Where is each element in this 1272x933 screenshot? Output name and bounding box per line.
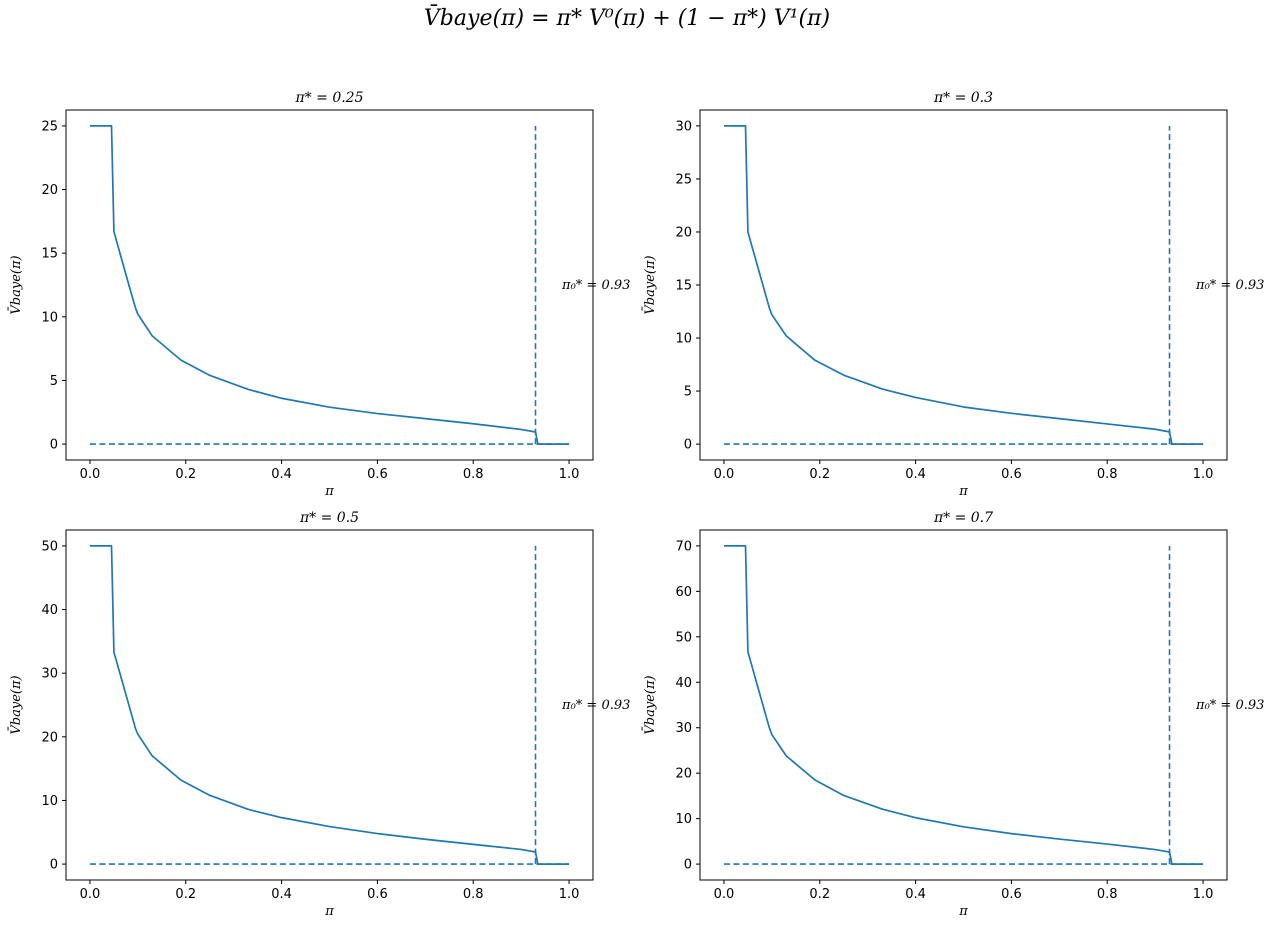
x-tick-label: 0.2: [809, 887, 830, 902]
y-tick-label: 5: [684, 385, 692, 400]
y-tick-label: 70: [675, 539, 692, 554]
y-tick-label: 0: [50, 858, 58, 873]
subplot-pi-star-0-7: π* = 0.7 0.0 0.2 0.4 0.6 0.8 1.0 0 10 20 30 40 50 60 7…: [642, 510, 1265, 919]
y-tick-label: 5: [50, 374, 58, 389]
x-tick-label: 1.0: [1193, 467, 1214, 482]
x-tick-label: 0.2: [175, 467, 196, 482]
subplot-pi-star-0-25: π* = 0.25 0.0 0.2 0.4 0.6 0.8 1.0 0 5 10 15 20 25 π V̄…: [8, 90, 631, 499]
y-tick-label: 40: [41, 603, 58, 618]
x-tick-label: 0.8: [463, 887, 484, 902]
x-tick-label: 0.8: [1097, 887, 1118, 902]
threshold-annotation: π₀* = 0.93: [1195, 698, 1264, 713]
y-tick-label: 15: [675, 279, 692, 294]
y-tick-label: 20: [675, 767, 692, 782]
y-tick-label: 15: [41, 247, 58, 262]
x-tick-label: 1.0: [559, 467, 580, 482]
threshold-annotation: π₀* = 0.93: [561, 278, 630, 293]
x-axis-label: π: [958, 484, 968, 499]
y-tick-label: 10: [41, 794, 58, 809]
y-tick-label: 20: [41, 183, 58, 198]
y-axis-label: V̄baye(π): [642, 255, 658, 314]
x-tick-label: 0.0: [714, 467, 735, 482]
x-tick-label: 0.0: [714, 887, 735, 902]
subplot-title: π* = 0.25: [294, 90, 363, 106]
y-tick-label: 60: [675, 585, 692, 600]
y-tick-label: 50: [41, 539, 58, 554]
x-tick-label: 1.0: [1193, 887, 1214, 902]
x-tick-label: 0.2: [809, 467, 830, 482]
x-axis-label: π: [958, 904, 968, 919]
subplot-title: π* = 0.5: [299, 510, 359, 526]
y-axis-label: V̄baye(π): [642, 675, 658, 734]
x-tick-label: 0.6: [1001, 887, 1022, 902]
subplot-title: π* = 0.7: [933, 510, 993, 526]
y-axis-label: V̄baye(π): [8, 675, 24, 734]
figure-suptitle: V̄baye(π) = π* V⁰(π) + (1 − π*) V¹(π): [423, 6, 831, 31]
series-line: [723, 545, 1204, 865]
x-axis-label: π: [324, 484, 334, 499]
series-line: [723, 125, 1204, 445]
y-tick-label: 10: [675, 332, 692, 347]
x-tick-label: 0.8: [1097, 467, 1118, 482]
threshold-annotation: π₀* = 0.93: [1195, 278, 1264, 293]
y-tick-label: 50: [675, 630, 692, 645]
x-tick-label: 0.4: [271, 467, 292, 482]
y-tick-label: 40: [675, 676, 692, 691]
y-tick-label: 25: [675, 172, 692, 187]
y-axis-label: V̄baye(π): [8, 255, 24, 314]
series-line: [89, 545, 570, 865]
y-tick-label: 20: [41, 730, 58, 745]
x-tick-label: 0.4: [271, 887, 292, 902]
subplot-title: π* = 0.3: [933, 90, 993, 106]
series-line: [89, 125, 570, 445]
x-tick-label: 0.0: [80, 467, 101, 482]
subplot-pi-star-0-3: π* = 0.3 0.0 0.2 0.4 0.6 0.8 1.0 0 5 10 15 20 25 30 π V…: [642, 90, 1265, 499]
x-tick-label: 0.6: [367, 467, 388, 482]
x-tick-label: 0.6: [1001, 467, 1022, 482]
y-tick-label: 0: [50, 438, 58, 453]
threshold-annotation: π₀* = 0.93: [561, 698, 630, 713]
y-tick-label: 30: [41, 667, 58, 682]
y-tick-label: 10: [675, 812, 692, 827]
x-tick-label: 0.0: [80, 887, 101, 902]
y-tick-label: 30: [675, 721, 692, 736]
y-tick-label: 10: [41, 310, 58, 325]
axes-frame: [65, 529, 594, 881]
x-tick-label: 0.8: [463, 467, 484, 482]
subplot-pi-star-0-5: π* = 0.5 0.0 0.2 0.4 0.6 0.8 1.0 0 10 20 30 40 50 π V̄…: [8, 510, 631, 919]
x-tick-label: 0.2: [175, 887, 196, 902]
x-tick-label: 0.4: [905, 887, 926, 902]
y-tick-label: 25: [41, 119, 58, 134]
x-tick-label: 0.4: [905, 467, 926, 482]
y-tick-label: 0: [684, 858, 692, 873]
y-tick-label: 20: [675, 225, 692, 240]
y-tick-label: 30: [675, 119, 692, 134]
x-tick-label: 1.0: [559, 887, 580, 902]
x-tick-label: 0.6: [367, 887, 388, 902]
axes-frame: [65, 109, 594, 461]
axes-frame: [699, 529, 1228, 881]
y-tick-label: 0: [684, 438, 692, 453]
x-axis-label: π: [324, 904, 334, 919]
